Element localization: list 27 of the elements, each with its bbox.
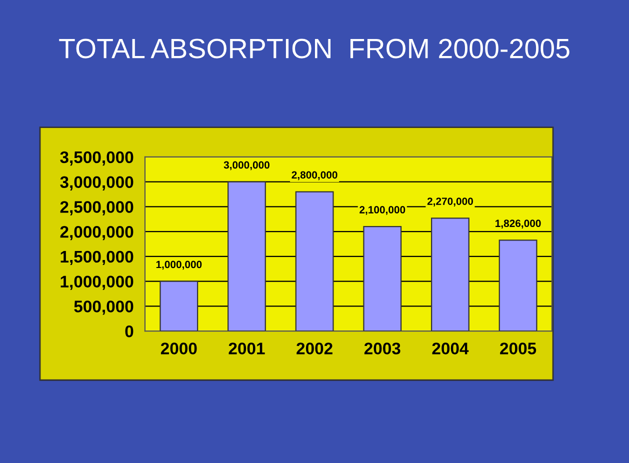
chart-title: TOTAL ABSORPTION FROM 2000-2005 [59,38,570,58]
x-tick-label: 2004 [432,342,469,354]
bar [160,280,198,332]
x-tick-label: 2000 [160,342,197,354]
x-tick-label: 2002 [296,342,332,354]
data-label: 2,800,000 [292,171,338,180]
data-label: 1,826,000 [496,220,541,229]
y-tick-label: 1,500,000 [60,250,134,266]
y-tick-label: 500,000 [74,300,134,315]
data-label: 1,000,000 [156,260,202,270]
data-label: 2,100,000 [360,206,406,215]
y-tick-label: 2,500,000 [60,201,134,216]
y-tick-label: 0 [125,325,134,338]
x-tick-label: 2005 [500,342,536,354]
x-tick-label: 2001 [228,342,265,354]
y-tick-label: 3,000,000 [60,176,134,190]
bar [228,181,266,332]
data-label: 2,270,000 [427,198,473,206]
data-label: 3,000,000 [224,161,270,170]
y-tick-label: 2,000,000 [60,226,134,240]
bar [295,191,334,332]
bar [363,226,402,332]
bar [498,240,538,332]
bar [431,218,470,332]
y-tick-label: 3,500,000 [60,151,134,166]
x-tick-label: 2003 [364,342,400,354]
y-tick-label: 1,000,000 [60,276,134,290]
